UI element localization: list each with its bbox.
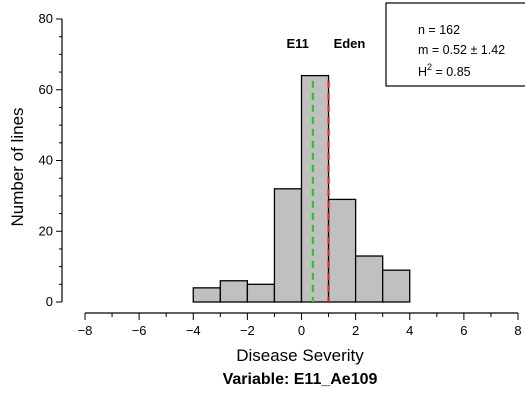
histogram-bar-3 <box>273 188 303 303</box>
stats-mean: m = 0.52 ± 1.42 <box>418 43 505 57</box>
x-tick-label: −6 <box>132 323 147 338</box>
stats-box-frame <box>385 2 525 87</box>
histogram-bar-6 <box>354 255 384 303</box>
stats-heritability-value: = 0.85 <box>432 65 471 79</box>
x-tick-label: −2 <box>240 323 255 338</box>
stats-box: n = 162 m = 0.52 ± 1.42 H2 = 0.85 <box>385 2 525 87</box>
x-tick-label: 6 <box>460 323 467 338</box>
y-tick-label: 0 <box>46 294 53 309</box>
stats-heritability-symbol: H <box>418 65 427 79</box>
histogram-bar-4 <box>300 74 330 303</box>
x-tick-label: −4 <box>186 323 201 338</box>
stats-n: n = 162 <box>418 23 460 37</box>
y-axis: 0 20 40 60 80 <box>39 11 63 309</box>
y-tick-label: 60 <box>39 82 53 97</box>
chart-subtitle: Variable: E11_Ae109 <box>223 371 378 388</box>
histogram-bar-2 <box>246 283 276 303</box>
x-tick-label: 0 <box>298 323 305 338</box>
x-tick-label: −8 <box>78 323 93 338</box>
histogram-bar-1 <box>219 280 249 303</box>
stats-heritability-exponent: 2 <box>427 62 432 72</box>
histogram-bar-0 <box>192 287 221 303</box>
y-tick-label: 20 <box>39 223 53 238</box>
y-tick-label: 80 <box>39 11 53 26</box>
y-tick-label: 40 <box>39 153 53 168</box>
reference-label-eden: Eden <box>334 36 366 51</box>
histogram-bars <box>192 74 411 303</box>
histogram-bar-7 <box>382 269 411 303</box>
x-tick-label: 8 <box>514 323 521 338</box>
y-axis-title: Number of lines <box>8 107 27 226</box>
x-tick-label: 4 <box>406 323 413 338</box>
x-tick-label: 2 <box>352 323 359 338</box>
stats-heritability: H2 = 0.85 <box>418 62 471 79</box>
reference-label-e11: E11 <box>286 36 308 51</box>
histogram-bar-5 <box>327 198 357 303</box>
reference-lines: E11 Eden <box>286 36 365 302</box>
x-axis-title: Disease Severity <box>236 346 364 365</box>
x-axis: −8 −6 −4 −2 0 2 4 6 8 <box>78 312 522 338</box>
